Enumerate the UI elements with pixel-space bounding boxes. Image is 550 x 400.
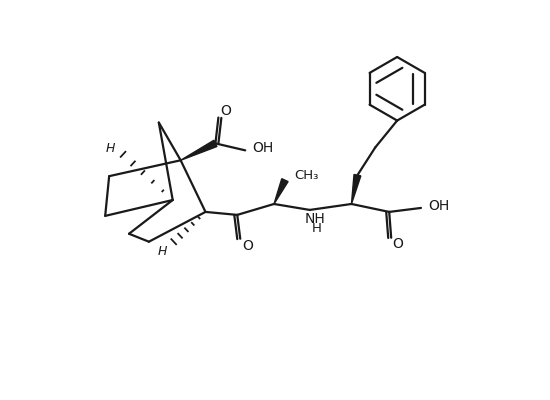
Text: NH: NH: [304, 212, 325, 226]
Polygon shape: [351, 174, 361, 204]
Text: CH₃: CH₃: [295, 169, 319, 182]
Text: O: O: [242, 239, 252, 253]
Text: H: H: [158, 245, 167, 258]
Text: OH: OH: [252, 141, 274, 155]
Text: O: O: [220, 104, 231, 118]
Text: H: H: [106, 142, 115, 155]
Text: OH: OH: [428, 199, 449, 213]
Text: H: H: [312, 222, 322, 235]
Polygon shape: [274, 179, 288, 204]
Text: O: O: [393, 237, 404, 251]
Polygon shape: [180, 140, 217, 160]
